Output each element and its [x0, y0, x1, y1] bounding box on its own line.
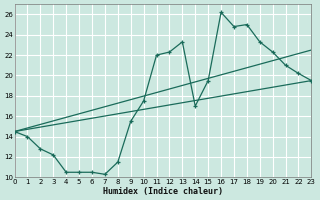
X-axis label: Humidex (Indice chaleur): Humidex (Indice chaleur) — [103, 187, 223, 196]
